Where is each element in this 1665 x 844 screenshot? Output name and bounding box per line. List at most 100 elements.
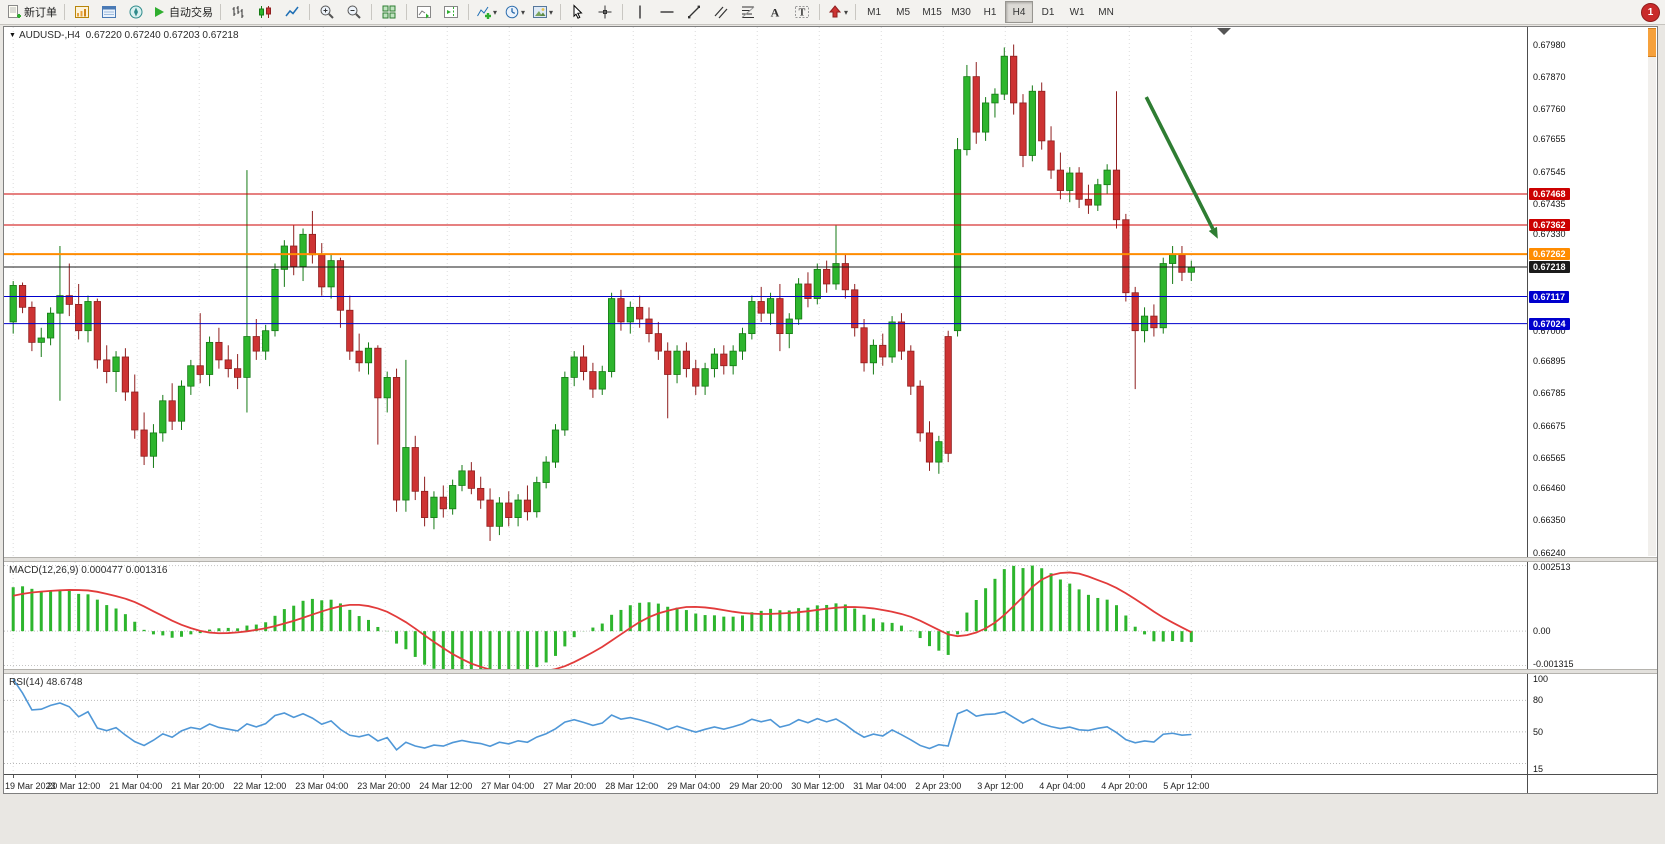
vertical-line-icon	[632, 4, 648, 20]
time-axis-label: 22 Mar 12:00	[233, 781, 287, 791]
zoom-out-button[interactable]	[341, 1, 367, 23]
price-chart-panel[interactable]: ▼ AUDUSD-,H4 0.67220 0.67240 0.67203 0.67…	[4, 27, 1527, 557]
auto-trading-button[interactable]: 自动交易	[150, 1, 216, 23]
collapse-arrow-icon[interactable]: ▼	[9, 32, 16, 39]
navigator-button[interactable]	[123, 1, 149, 23]
price-axis-label: 0.67870	[1533, 71, 1566, 82]
time-axis-label: 27 Mar 20:00	[543, 781, 597, 791]
trendline-icon	[686, 4, 702, 20]
price-axis-label: 0.66565	[1533, 452, 1566, 463]
time-axis-tick	[695, 775, 697, 778]
time-axis-label: 23 Mar 04:00	[295, 781, 349, 791]
arrows-style-button[interactable]: ▾	[824, 1, 851, 23]
macd-axis-label: -0.001315	[1533, 659, 1574, 669]
time-axis-tick	[633, 775, 635, 778]
macd-panel[interactable]: MACD(12,26,9) 0.000477 0.001316	[4, 562, 1527, 669]
time-axis-tick	[1129, 775, 1131, 778]
toolbar-separator	[622, 4, 624, 20]
price-axis-label: 0.66240	[1533, 547, 1566, 557]
timeframe-button-h1[interactable]: H1	[976, 1, 1004, 23]
timeframe-button-m1[interactable]: M1	[860, 1, 888, 23]
price-level-tag: 0.67024	[1529, 317, 1570, 330]
rsi-canvas[interactable]	[4, 674, 1527, 774]
time-axis-tick	[881, 775, 883, 778]
price-axis-label: 0.66460	[1533, 483, 1566, 494]
text-label-icon: T	[794, 4, 810, 20]
time-axis-tick	[571, 775, 573, 778]
dropdown-arrow-icon: ▾	[493, 7, 498, 17]
time-axis-label: 24 Mar 12:00	[419, 781, 473, 791]
time-axis-tick	[1191, 775, 1193, 778]
price-level-tag: 0.67362	[1529, 218, 1570, 231]
new-order-button[interactable]: 新订单	[4, 1, 60, 23]
time-axis-label: 19 Mar 2023	[5, 781, 56, 791]
price-level-tag: 0.67468	[1529, 188, 1570, 201]
time-axis-label: 29 Mar 20:00	[729, 781, 783, 791]
indicators-button[interactable]: ▾	[473, 1, 500, 23]
time-axis-tick	[137, 775, 139, 778]
tile-windows-button[interactable]	[376, 1, 402, 23]
price-axis-label: 0.67760	[1533, 103, 1566, 114]
chart-shift-marker[interactable]	[1217, 28, 1231, 35]
templates-button[interactable]: ▾	[529, 1, 556, 23]
line-chart-button[interactable]	[279, 1, 305, 23]
rsi-axis-label: 15	[1533, 763, 1544, 774]
timeframe-button-m30[interactable]: M30	[947, 1, 975, 23]
equidistant-channel-button[interactable]	[708, 1, 734, 23]
timeframe-button-m15[interactable]: M15	[918, 1, 946, 23]
time-axis-label: 5 Apr 12:00	[1163, 781, 1210, 791]
template-image-icon	[532, 4, 548, 20]
timeframe-button-m5[interactable]: M5	[889, 1, 917, 23]
down-arrow-annotation[interactable]	[1144, 96, 1218, 239]
vertical-scrollbar[interactable]	[1648, 28, 1656, 556]
time-axis[interactable]: 19 Mar 2023 20 Mar 12:00 21 Mar 04:00 21 Ma…	[4, 774, 1527, 793]
market-watch-button[interactable]	[69, 1, 95, 23]
horizontal-line-button[interactable]	[654, 1, 680, 23]
price-axis-label: 0.66675	[1533, 420, 1566, 431]
toolbar-separator	[855, 4, 857, 20]
rsi-axis-label: 80	[1533, 695, 1544, 706]
periods-button[interactable]: ▾	[501, 1, 528, 23]
rsi-panel[interactable]: RSI(14) 48.6748	[4, 674, 1527, 774]
chart-shift-icon	[443, 4, 459, 20]
macd-label: MACD(12,26,9) 0.000477 0.001316	[9, 565, 168, 576]
price-axis-label: 0.66785	[1533, 388, 1566, 399]
toolbar: 新订单 自动交易 ▾ ▾ ▾	[0, 0, 1665, 25]
rsi-axis-label: 50	[1533, 726, 1544, 737]
timeframe-button-mn[interactable]: MN	[1092, 1, 1120, 23]
candlestick-icon	[257, 4, 273, 20]
macd-canvas[interactable]	[4, 562, 1527, 669]
crosshair-button[interactable]	[592, 1, 618, 23]
timeframe-button-w1[interactable]: W1	[1063, 1, 1091, 23]
zoom-in-button[interactable]	[314, 1, 340, 23]
cursor-button[interactable]	[565, 1, 591, 23]
chart-window: ▼ AUDUSD-,H4 0.67220 0.67240 0.67203 0.67…	[3, 26, 1658, 794]
vertical-line-button[interactable]	[627, 1, 653, 23]
price-chart-canvas[interactable]	[4, 27, 1527, 557]
time-axis-tick	[1005, 775, 1007, 778]
rsi-axis-label: 100	[1533, 674, 1549, 685]
data-window-button[interactable]	[96, 1, 122, 23]
timeframe-button-h4[interactable]: H4	[1005, 1, 1034, 23]
trendline-button[interactable]	[681, 1, 707, 23]
bar-chart-button[interactable]	[225, 1, 251, 23]
zoom-in-icon	[319, 4, 335, 20]
panel-splitter[interactable]	[4, 557, 1657, 562]
ohlc-values: 0.67220 0.67240 0.67203 0.67218	[85, 30, 239, 41]
horizontal-line-icon	[659, 4, 675, 20]
fibonacci-button[interactable]	[735, 1, 761, 23]
notification-badge[interactable]: 1	[1641, 3, 1660, 22]
scrollbar-thumb[interactable]	[1648, 28, 1656, 57]
auto-scroll-button[interactable]	[411, 1, 437, 23]
timeframe-button-d1[interactable]: D1	[1034, 1, 1062, 23]
chart-shift-button[interactable]	[438, 1, 464, 23]
price-axis-label: 0.66350	[1533, 515, 1566, 526]
equidistant-channel-icon	[713, 4, 729, 20]
text-label-button[interactable]: T	[789, 1, 815, 23]
time-axis-tick	[447, 775, 449, 778]
dropdown-arrow-icon: ▾	[521, 7, 526, 17]
panel-splitter[interactable]	[4, 669, 1657, 674]
candlestick-button[interactable]	[252, 1, 278, 23]
tile-windows-icon	[381, 4, 397, 20]
text-button[interactable]: A	[762, 1, 788, 23]
